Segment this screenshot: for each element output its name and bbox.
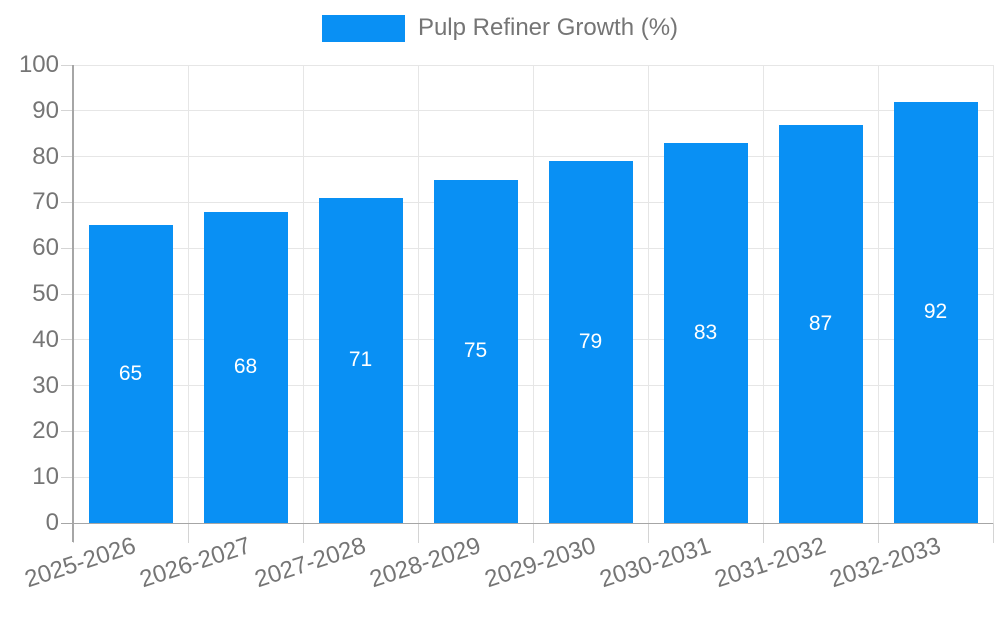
- legend-swatch-icon: [321, 14, 405, 42]
- x-axis-tick: [417, 523, 419, 543]
- bar: [778, 124, 863, 523]
- bar-value-label: 87: [808, 311, 833, 335]
- y-axis-label: 70: [32, 188, 59, 216]
- y-axis-tick: [61, 156, 73, 158]
- y-axis-tick: [61, 430, 73, 432]
- bar-value-label: 68: [233, 355, 258, 379]
- y-axis-tick: [61, 110, 73, 112]
- y-axis-label: 0: [45, 509, 59, 536]
- y-axis-tick: [61, 201, 73, 203]
- gridline-vertical: [762, 65, 764, 523]
- x-axis-tick: [877, 523, 879, 543]
- y-axis-label: 100: [18, 51, 59, 78]
- bar-value-label: 75: [463, 339, 488, 363]
- gridline-vertical: [992, 65, 994, 523]
- gridline-vertical: [647, 65, 649, 523]
- bar-value-label: 83: [693, 320, 718, 344]
- y-axis-tick: [61, 293, 73, 295]
- bar-chart: Pulp Refiner Growth (%) 0 10 20 30 40 50 60 70 8…: [0, 14, 1000, 593]
- bar-value-label: 92: [923, 300, 948, 324]
- legend-label: Pulp Refiner Growth (%): [417, 14, 679, 41]
- bar: [548, 161, 633, 523]
- y-axis-tick: [61, 476, 73, 478]
- bar: [893, 101, 978, 523]
- bar: [433, 179, 518, 523]
- gridline-vertical: [532, 65, 534, 523]
- x-axis-line: [61, 522, 993, 524]
- y-axis-label: 60: [32, 234, 59, 262]
- x-axis-tick: [302, 523, 304, 543]
- y-axis-tick: [61, 339, 73, 341]
- bar: [318, 197, 403, 523]
- legend-item[interactable]: Pulp Refiner Growth (%): [0, 14, 1000, 42]
- y-axis-label: 90: [32, 96, 59, 124]
- y-axis-line: [72, 65, 74, 542]
- x-axis-tick: [647, 523, 649, 543]
- x-axis-tick: [187, 523, 189, 543]
- gridline-vertical: [302, 65, 304, 523]
- bar-value-label: 65: [118, 362, 143, 386]
- x-axis-tick: [532, 523, 534, 543]
- bar-value-label: 79: [578, 330, 603, 354]
- gridline-vertical: [187, 65, 189, 523]
- bar: [663, 142, 748, 523]
- x-axis-tick: [992, 523, 994, 543]
- y-axis-tick: [61, 247, 73, 249]
- y-axis-label: 20: [32, 417, 59, 445]
- y-axis-tick: [61, 385, 73, 387]
- gridline-vertical: [417, 65, 419, 523]
- y-axis-label: 30: [32, 371, 59, 399]
- gridline-vertical: [877, 65, 879, 523]
- bar-value-label: 71: [348, 348, 373, 372]
- y-axis-label: 80: [32, 142, 59, 170]
- x-axis-tick: [762, 523, 764, 543]
- plot-area: 0 10 20 30 40 50 60 70 80 90 100 65 2025-2026 68 2026-…: [18, 51, 994, 593]
- y-axis-label: 10: [32, 463, 59, 491]
- y-axis-label: 50: [32, 280, 59, 307]
- y-axis-tick: [61, 64, 73, 66]
- y-axis-label: 40: [32, 325, 59, 353]
- bar: [88, 225, 173, 523]
- bar: [203, 211, 288, 523]
